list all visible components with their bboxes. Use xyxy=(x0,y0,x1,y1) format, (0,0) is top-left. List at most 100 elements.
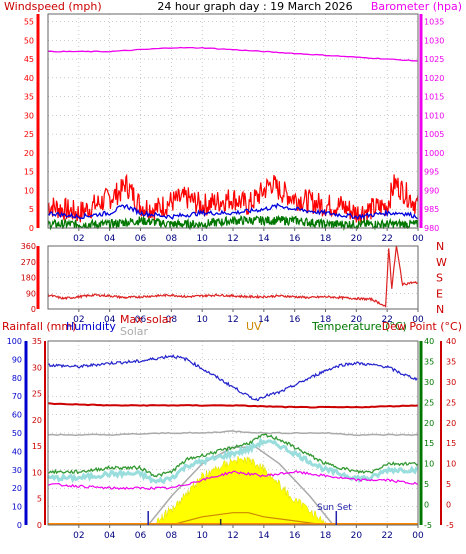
y-tick-compass: S xyxy=(436,272,443,285)
y-tick-dewpoint: 5 xyxy=(446,480,451,489)
y-tick-compass: N xyxy=(436,303,444,316)
y-tick-windspeed: 5 xyxy=(29,205,34,214)
x-tick-label: 18 xyxy=(320,531,332,541)
y-tick-compass: W xyxy=(436,256,447,269)
series-temperature-shadow xyxy=(46,436,419,485)
x-tick-label: 18 xyxy=(320,315,332,325)
x-tick-label: 20 xyxy=(351,234,363,244)
y-tick-dewpoint: 40 xyxy=(446,337,456,346)
series-max-solar xyxy=(47,430,419,437)
y-tick-direction: 270 xyxy=(21,258,36,267)
y-tick-windspeed: 15 xyxy=(24,168,34,177)
y-tick-barometer: 985 xyxy=(424,205,439,214)
y-tick-humidity: 10 xyxy=(32,468,42,477)
y-tick-temperature: 35 xyxy=(424,357,434,366)
sunset-label: Sun Set xyxy=(317,503,352,513)
x-tick-label: 12 xyxy=(227,531,238,541)
y-tick-temperature: 10 xyxy=(424,460,434,469)
y-tick-barometer: 1030 xyxy=(424,36,444,45)
series-humidity xyxy=(47,354,418,402)
series-solar-max-curve xyxy=(147,446,334,526)
y-tick-rain: 40 xyxy=(12,447,22,456)
x-tick-label: 02 xyxy=(73,315,84,325)
y-tick-direction: 360 xyxy=(21,242,36,251)
y-tick-rain: 70 xyxy=(12,392,22,401)
y-tick-rain: 60 xyxy=(12,411,22,420)
series-barometer xyxy=(47,46,419,62)
y-tick-dewpoint: 10 xyxy=(446,460,456,469)
x-tick-label: 20 xyxy=(351,315,363,325)
x-tick-label: 02 xyxy=(73,531,84,541)
series-solar xyxy=(148,455,334,526)
x-tick-label: 12 xyxy=(227,234,238,244)
x-tick-label: 00 xyxy=(412,234,424,244)
x-tick-label: 12 xyxy=(227,315,238,325)
y-tick-humidity: 15 xyxy=(32,442,42,451)
series-gust xyxy=(47,173,419,224)
x-tick-label: 04 xyxy=(104,531,116,541)
y-tick-windspeed: 25 xyxy=(24,130,34,139)
legend-uv: UV xyxy=(246,320,262,333)
y-tick-rain: 30 xyxy=(12,466,22,475)
y-tick-rain: 100 xyxy=(7,337,22,346)
x-tick-label: 16 xyxy=(289,234,301,244)
series-layer xyxy=(46,46,419,526)
y-tick-windspeed: 45 xyxy=(24,55,34,64)
series-wind-direction xyxy=(47,245,419,309)
y-tick-dewpoint: -5 xyxy=(446,521,454,530)
axis-label-barometer: Barometer (hpa) xyxy=(371,0,462,13)
y-tick-humidity: 25 xyxy=(32,390,42,399)
legend-dewpoint: Dew Point (°C) xyxy=(382,320,462,333)
x-tick-label: 20 xyxy=(351,531,363,541)
y-tick-dewpoint: 20 xyxy=(446,419,456,428)
y-tick-dewpoint: 15 xyxy=(446,439,456,448)
y-tick-humidity: 35 xyxy=(32,337,42,346)
y-tick-rain: 50 xyxy=(12,429,22,438)
y-tick-rain: 10 xyxy=(12,503,22,512)
x-tick-label: 14 xyxy=(258,531,270,541)
y-tick-barometer: 1035 xyxy=(424,18,444,27)
series-uv xyxy=(171,512,326,526)
legend-max-solar: Max solar xyxy=(120,313,173,326)
y-tick-rain: 80 xyxy=(12,374,22,383)
legend-solar: Solar xyxy=(120,325,149,338)
y-tick-direction: 90 xyxy=(26,289,36,298)
y-tick-windspeed: 35 xyxy=(24,93,34,102)
y-tick-temperature: -5 xyxy=(424,521,432,530)
x-tick-label: 04 xyxy=(104,234,116,244)
axis-label-windspeed: Windspeed (mph) xyxy=(4,0,102,13)
x-tick-label: 00 xyxy=(412,315,424,325)
y-tick-barometer: 1025 xyxy=(424,55,444,64)
x-tick-label: 16 xyxy=(289,315,301,325)
x-tick-label: 08 xyxy=(166,234,178,244)
x-tick-label: 06 xyxy=(135,234,147,244)
y-tick-windspeed: 10 xyxy=(24,186,34,195)
y-tick-barometer: 1015 xyxy=(424,93,444,102)
y-tick-humidity: 5 xyxy=(37,495,42,504)
series-rainfall xyxy=(47,402,419,409)
series-temperature xyxy=(47,433,419,478)
legend-temperature: Temperature (°C) xyxy=(311,320,407,333)
y-tick-humidity: 20 xyxy=(32,416,42,425)
y-tick-barometer: 1020 xyxy=(424,74,444,83)
x-tick-label: 22 xyxy=(381,315,392,325)
y-tick-temperature: 15 xyxy=(424,439,434,448)
y-tick-barometer: 995 xyxy=(424,168,439,177)
y-tick-barometer: 1005 xyxy=(424,130,444,139)
y-tick-rain: 20 xyxy=(12,484,22,493)
y-tick-temperature: 40 xyxy=(424,337,434,346)
x-tick-label: 08 xyxy=(166,531,178,541)
y-tick-windspeed: 40 xyxy=(24,74,34,83)
x-tick-label: 10 xyxy=(196,531,208,541)
x-tick-label: 16 xyxy=(289,531,301,541)
x-tick-label: 06 xyxy=(135,315,147,325)
axes-layer: 02 04 06 08 10 12 14 16 18 20 22 000510152025303540… xyxy=(7,13,456,541)
x-tick-label: 14 xyxy=(258,315,270,325)
y-tick-dewpoint: 0 xyxy=(446,501,451,510)
y-tick-windspeed: 0 xyxy=(29,224,34,233)
legend-humidity: Humidity xyxy=(66,320,116,333)
y-tick-dewpoint: 25 xyxy=(446,398,456,407)
y-tick-windspeed: 20 xyxy=(24,149,34,158)
y-tick-temperature: 30 xyxy=(424,378,434,387)
y-tick-compass: N xyxy=(436,240,444,253)
